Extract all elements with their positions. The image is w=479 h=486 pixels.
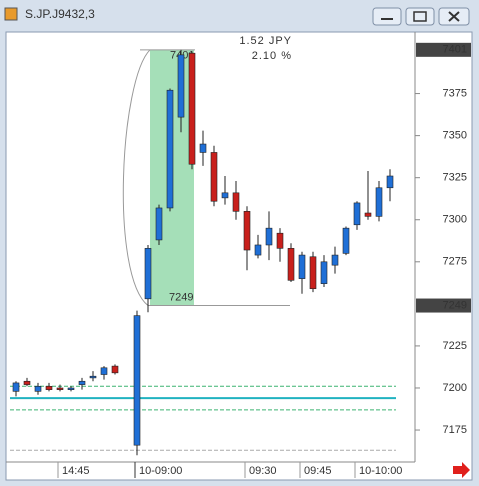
measure-low-label: 7249 bbox=[169, 291, 193, 303]
candle-body bbox=[353, 202, 361, 226]
candle-body bbox=[386, 175, 394, 189]
candle-body bbox=[100, 367, 108, 375]
maximize-icon bbox=[413, 11, 427, 22]
y-tick-label: 7275 bbox=[443, 256, 467, 268]
candle-body bbox=[210, 152, 218, 202]
candle-body bbox=[342, 227, 350, 254]
candle-body bbox=[276, 232, 284, 249]
y-tick-label: 7350 bbox=[443, 130, 467, 142]
app-icon bbox=[4, 7, 18, 21]
y-tick-label: 7325 bbox=[443, 172, 467, 184]
candle-body bbox=[243, 211, 251, 251]
x-tick-label: 10-10:00 bbox=[359, 465, 402, 477]
candle-body bbox=[111, 365, 119, 374]
measure-change: 1.52 JPY bbox=[239, 35, 292, 47]
window-buttons[interactable] bbox=[372, 7, 470, 26]
candle-body bbox=[177, 54, 185, 118]
y-tick-label: 7175 bbox=[443, 424, 467, 436]
x-tick-label: 09:30 bbox=[249, 465, 277, 477]
candle-body bbox=[67, 387, 75, 390]
window-title: S.JP.J9432,3 bbox=[25, 7, 95, 21]
chart-panel bbox=[5, 31, 473, 481]
candle-body bbox=[320, 261, 328, 284]
candle-body bbox=[166, 89, 174, 209]
candle-body bbox=[309, 256, 317, 290]
measure-percent: 2.10 % bbox=[252, 50, 292, 62]
price-box bbox=[416, 298, 471, 313]
maximize-button[interactable] bbox=[405, 7, 435, 26]
price-box bbox=[416, 42, 471, 57]
candle-body bbox=[375, 187, 383, 217]
candle-body bbox=[89, 375, 97, 379]
candle-body bbox=[23, 380, 31, 385]
measure-bracket bbox=[122, 49, 151, 306]
candle-body bbox=[56, 387, 64, 390]
x-tick-label: 10-09:00 bbox=[139, 465, 182, 477]
candle-body bbox=[221, 192, 229, 199]
candle-body bbox=[78, 380, 86, 385]
candle-body bbox=[199, 143, 207, 153]
y-tick-label: 7300 bbox=[443, 214, 467, 226]
candle-body bbox=[155, 207, 163, 241]
candle-body bbox=[287, 248, 295, 281]
candle-body bbox=[298, 254, 306, 279]
y-tick-label: 7200 bbox=[443, 382, 467, 394]
candle-body bbox=[144, 248, 152, 300]
y-tick-label: 7375 bbox=[443, 87, 467, 99]
candle-body bbox=[331, 254, 339, 266]
candle-body bbox=[265, 227, 273, 246]
candle-body bbox=[133, 315, 141, 446]
candle-body bbox=[254, 244, 262, 256]
x-tick-label: 09:45 bbox=[304, 465, 332, 477]
candle-body bbox=[12, 382, 20, 392]
price-box-label: 7249 bbox=[443, 299, 467, 311]
minimize-button[interactable] bbox=[372, 7, 402, 26]
candle-body bbox=[34, 385, 42, 392]
y-tick-label: 7225 bbox=[443, 340, 467, 352]
price-box-label: 7401 bbox=[443, 44, 467, 56]
candle-body bbox=[188, 52, 196, 165]
close-icon bbox=[448, 11, 460, 22]
scroll-arrow[interactable] bbox=[453, 462, 470, 478]
candle-body bbox=[45, 385, 53, 390]
candle-body bbox=[232, 192, 240, 212]
candle-body bbox=[364, 212, 372, 217]
x-tick-label: 14:45 bbox=[62, 465, 90, 477]
